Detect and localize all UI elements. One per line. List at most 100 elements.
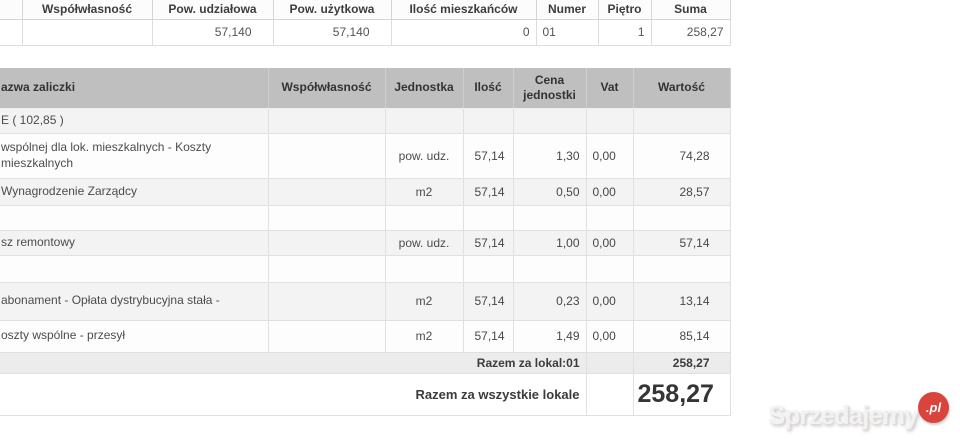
- cell-jednostka: m2: [384, 281, 464, 321]
- col-header-pow-udzialowa: Pow. udziałowa: [151, 0, 274, 20]
- cell-ilosc: 57,14: [462, 132, 514, 179]
- total-local-label: Razem za lokal:01: [0, 351, 587, 374]
- col-header-wspolwlasnosc: Współwłasność: [268, 68, 386, 109]
- cell-ilosc: 57,14: [462, 229, 514, 256]
- cell-wartosc: 85,14: [632, 319, 731, 353]
- cell-blank: [0, 18, 23, 46]
- table-row: sz remontowy pow. udz. 57,14 1,00 0,00 5…: [0, 229, 731, 256]
- total-all-vat-cell: [585, 372, 634, 416]
- col-header-pow-uzytkowa: Pow. użytkowa: [272, 0, 392, 20]
- cell-jednostka: pow. udz.: [384, 132, 464, 179]
- cell-ilosc: 57,14: [462, 319, 514, 353]
- table-row: abonament - Opłata dystrybucyjna stała -…: [0, 281, 731, 321]
- cell-wspolwlasnosc: [267, 132, 386, 179]
- cell-pow-udzialowa: 57,140: [151, 18, 274, 46]
- watermark-text: Sprzedajemy: [768, 400, 918, 430]
- cell-cena: 1,49: [512, 319, 587, 353]
- cell-wartosc: [632, 107, 731, 134]
- col-header-pietro: Piętro: [597, 0, 652, 20]
- watermark-pl-badge: .pl: [918, 392, 949, 423]
- cell-wspolwlasnosc: [267, 281, 386, 321]
- col-header-wartosc: Wartość: [633, 68, 731, 109]
- cell-wartosc: 13,14: [632, 281, 731, 321]
- cell-vat: 0,00: [585, 177, 634, 206]
- cell-nazwa: oszty wspólne - przesył: [0, 319, 269, 353]
- col-header-vat: Vat: [586, 68, 634, 109]
- cell-vat: 0,00: [585, 281, 634, 321]
- cell-nazwa: [0, 204, 269, 231]
- cell-vat: 0,00: [585, 132, 634, 179]
- cell-pietro: 1: [597, 18, 652, 46]
- cell-cena: 1,00: [512, 229, 587, 256]
- cell-jednostka: [384, 107, 464, 134]
- cell-jednostka: [384, 254, 464, 283]
- col-header-jednostka: Jednostka: [385, 68, 464, 109]
- cell-numer: 01: [535, 18, 599, 46]
- total-all-label: Razem za wszystkie lokale: [0, 372, 587, 416]
- cell-cena: 0,50: [512, 177, 587, 206]
- table-row: [0, 254, 731, 283]
- total-local-vat-cell: [585, 351, 634, 374]
- cell-cena: [512, 107, 587, 134]
- cell-wartosc: 28,57: [632, 177, 731, 206]
- col-header-numer: Numer: [535, 0, 599, 20]
- cell-cena: [512, 204, 587, 231]
- cell-ilosc: 57,14: [462, 281, 514, 321]
- cell-vat: 0,00: [585, 229, 634, 256]
- cell-cena: 0,23: [512, 281, 587, 321]
- summary-header-row: Współwłasność Pow. udziałowa Pow. użytko…: [0, 0, 731, 20]
- table-row: oszty wspólne - przesył m2 57,14 1,49 0,…: [0, 319, 731, 353]
- cell-wartosc: [632, 204, 731, 231]
- cell-wartosc: [632, 254, 731, 283]
- table-row: Wynagrodzenie Zarządcy m2 57,14 0,50 0,0…: [0, 177, 731, 206]
- watermark: Sprzedajemy .pl: [768, 391, 960, 441]
- cell-vat: [585, 254, 634, 283]
- cell-nazwa: E ( 102,85 ): [0, 107, 269, 134]
- cell-wspolwlasnosc: [267, 107, 386, 134]
- cell-nazwa: [0, 254, 269, 283]
- col-header-suma: Suma: [650, 0, 731, 20]
- col-header-blank: [0, 0, 23, 20]
- col-header-ilosc: Ilość: [463, 68, 514, 109]
- cell-vat: 0,00: [585, 319, 634, 353]
- cell-wartosc: 74,28: [632, 132, 731, 179]
- cell-jednostka: [384, 204, 464, 231]
- col-header-wspolwlasnosc: Współwłasność: [21, 0, 153, 20]
- cell-cena: 1,30: [512, 132, 587, 179]
- cell-wspolwlasnosc: [267, 254, 386, 283]
- cell-jednostka: m2: [384, 177, 464, 206]
- cell-nazwa: Wynagrodzenie Zarządcy: [0, 177, 269, 206]
- summary-data-row: 57,140 57,140 0 01 1 258,27: [0, 18, 731, 46]
- cell-wspolwlasnosc: [21, 18, 153, 46]
- col-header-cena-jednostki: Cena jednostki: [513, 68, 587, 109]
- cell-cena: [512, 254, 587, 283]
- cell-wartosc: 57,14: [632, 229, 731, 256]
- cell-ilosc: [462, 204, 514, 231]
- charges-table: azwa zaliczki Współwłasność Jednostka Il…: [0, 68, 731, 416]
- total-all-value: 258,27: [632, 372, 731, 416]
- cell-nazwa: sz remontowy: [0, 229, 269, 256]
- cell-ilosc-mieszkancow: 0: [390, 18, 537, 46]
- cell-vat: [585, 204, 634, 231]
- cell-jednostka: pow. udz.: [384, 229, 464, 256]
- cell-vat: [585, 107, 634, 134]
- cell-wspolwlasnosc: [267, 229, 386, 256]
- cell-nazwa: abonament - Opłata dystrybucyjna stała -: [0, 281, 269, 321]
- cell-ilosc: [462, 254, 514, 283]
- cell-pow-uzytkowa: 57,140: [272, 18, 392, 46]
- charges-header-row: azwa zaliczki Współwłasność Jednostka Il…: [0, 68, 731, 109]
- total-local-value: 258,27: [632, 351, 731, 374]
- total-local-row: Razem za lokal:01 258,27: [0, 351, 731, 374]
- table-row: [0, 204, 731, 231]
- cell-suma: 258,27: [650, 18, 731, 46]
- cell-ilosc: 57,14: [462, 177, 514, 206]
- total-all-row: Razem za wszystkie lokale 258,27: [0, 372, 731, 416]
- col-header-ilosc-mieszkancow: Ilość mieszkańców: [390, 0, 537, 20]
- table-row: wspólnej dla lok. mieszkalnych - Koszty …: [0, 132, 731, 179]
- col-header-nazwa-zaliczki: azwa zaliczki: [0, 68, 269, 109]
- cell-wspolwlasnosc: [267, 204, 386, 231]
- cell-jednostka: m2: [384, 319, 464, 353]
- table-row: E ( 102,85 ): [0, 107, 731, 134]
- cell-nazwa: wspólnej dla lok. mieszkalnych - Koszty …: [0, 132, 269, 179]
